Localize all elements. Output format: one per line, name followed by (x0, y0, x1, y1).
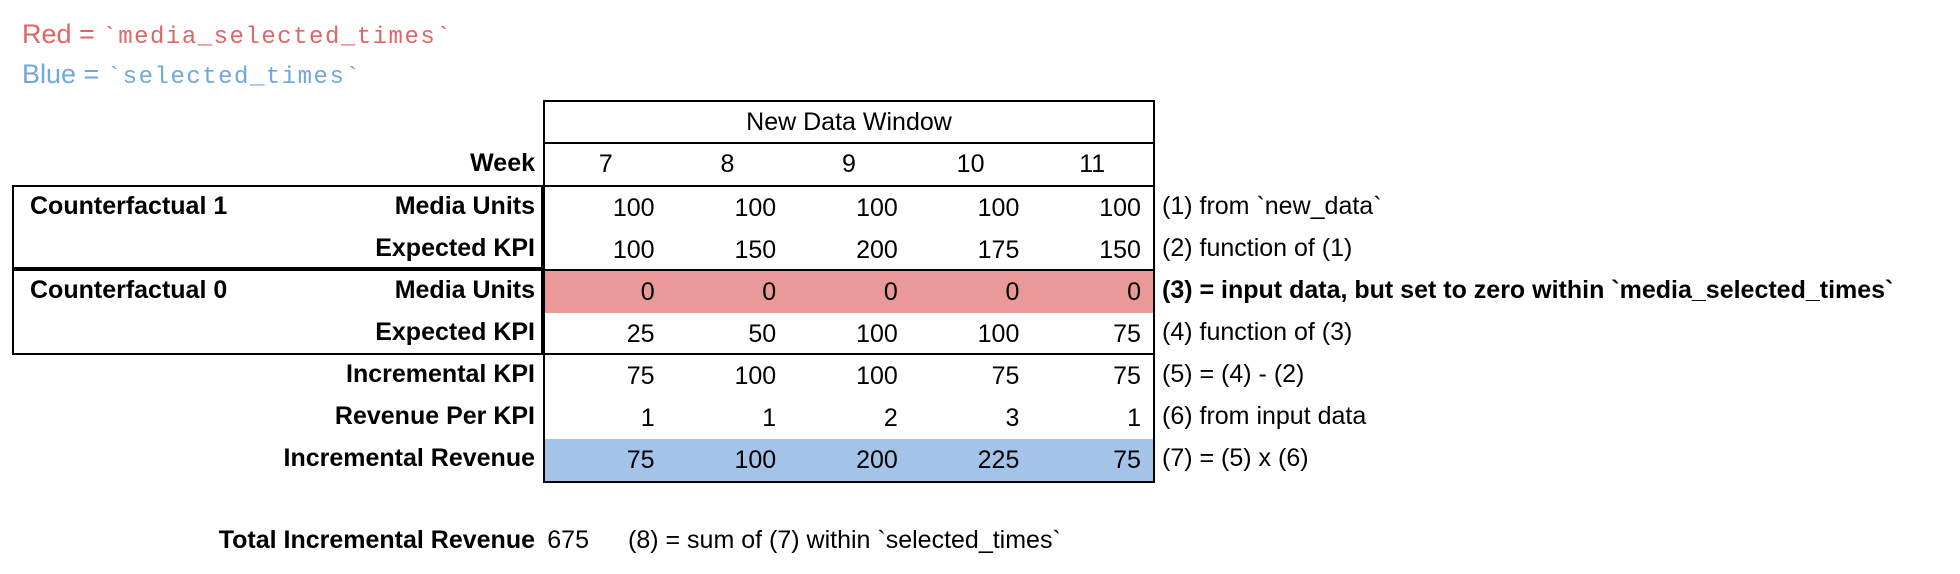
row-label-incremental-kpi: Incremental KPI (346, 360, 535, 388)
table-cell: 1 (1127, 404, 1141, 432)
week-number: 9 (842, 150, 856, 178)
annotation-6: (6) from input data (1162, 402, 1367, 430)
table-cell: 200 (856, 446, 898, 474)
legend-red-name: Red (22, 19, 72, 49)
annotation-4: (4) function of (3) (1162, 318, 1353, 346)
table-cell: 0 (883, 278, 898, 306)
legend-red-equals: = (71, 19, 103, 49)
table-cell: 75 (1113, 446, 1141, 474)
week-number: 8 (720, 150, 735, 178)
table-cell: 0 (1127, 278, 1141, 306)
row-label-expected-kpi-cf0: Expected KPI (375, 318, 535, 346)
table-cell: 100 (977, 194, 1020, 222)
counterfactual-1-box (12, 185, 543, 269)
legend-red-code: `media_selected_times` (102, 24, 453, 51)
table-cell: 0 (1005, 278, 1020, 306)
table-cell: 100 (1099, 194, 1141, 222)
table-cell: 50 (748, 320, 777, 348)
table-cell: 100 (856, 362, 898, 390)
group-label-counterfactual-1: Counterfactual 1 (30, 192, 228, 220)
table-cell: 75 (1113, 362, 1141, 390)
table-row-incremental-kpi: 75 100 100 75 75 (545, 355, 1153, 397)
table-cell: 75 (626, 446, 655, 474)
total-incremental-revenue-value: 675 (547, 526, 589, 554)
table-row-cf0-media-units-highlight-red: 0 0 0 0 0 (545, 271, 1153, 313)
row-label-expected-kpi-cf1: Expected KPI (375, 234, 535, 262)
table-cell: 200 (856, 236, 898, 264)
table-header-row: New Data Window (545, 102, 1153, 144)
week-number: 11 (1079, 150, 1106, 178)
legend-blue-code: `selected_times` (106, 64, 362, 91)
row-label-media-units-cf1: Media Units (394, 192, 535, 220)
table-cell: 2 (883, 404, 898, 432)
table-cell: 175 (977, 236, 1020, 264)
legend-blue-name: Blue (22, 59, 77, 89)
annotation-7: (7) = (5) x (6) (1162, 444, 1309, 472)
table-row-cf1-media-units: 100 100 100 100 100 (545, 187, 1153, 229)
table-row-incremental-revenue-highlight-blue: 75 100 200 225 75 (545, 439, 1153, 481)
table-cell: 100 (856, 194, 898, 222)
table-cell: 100 (734, 362, 777, 390)
annotation-5: (5) = (4) - (2) (1162, 360, 1305, 388)
table-cell: 75 (626, 362, 655, 390)
annotation-2: (2) function of (1) (1162, 234, 1353, 262)
row-label-revenue-per-kpi: Revenue Per KPI (334, 402, 535, 430)
table-cell: 25 (626, 320, 655, 348)
annotation-1: (1) from `new_data` (1162, 192, 1382, 220)
table-row-revenue-per-kpi: 1 1 2 3 1 (545, 397, 1153, 439)
table-row-cf0-expected-kpi: 25 50 100 100 75 (545, 313, 1153, 355)
table-cell: 150 (734, 236, 777, 264)
row-label-media-units-cf0: Media Units (394, 276, 535, 304)
table-cell: 100 (977, 320, 1020, 348)
table-cell: 0 (762, 278, 777, 306)
table-header-title: New Data Window (746, 108, 952, 136)
legend-red-line: Red = `media_selected_times` (22, 14, 452, 54)
table-cell: 0 (640, 278, 655, 306)
table-cell: 100 (612, 236, 655, 264)
group-label-counterfactual-0: Counterfactual 0 (30, 276, 228, 304)
table-row-cf1-expected-kpi: 100 150 200 175 150 (545, 229, 1153, 271)
table-cell: 100 (734, 446, 777, 474)
table-cell: 1 (762, 404, 777, 432)
table-cell: 3 (1005, 404, 1020, 432)
table-cell: 75 (991, 362, 1020, 390)
legend-blue-line: Blue = `selected_times` (22, 54, 452, 94)
table-cell: 150 (1099, 236, 1141, 264)
table-cell: 100 (856, 320, 898, 348)
week-number: 10 (956, 150, 985, 178)
counterfactual-0-box (12, 269, 543, 355)
table-cell: 75 (1113, 320, 1141, 348)
table-cell: 1 (640, 404, 655, 432)
annotation-8: (8) = sum of (7) within `selected_times` (628, 526, 1061, 554)
row-label-incremental-revenue: Incremental Revenue (283, 444, 536, 472)
week-number-row: 7 8 9 10 11 (545, 144, 1153, 187)
total-incremental-revenue-label: Total Incremental Revenue (218, 526, 535, 554)
table-cell: 225 (977, 446, 1020, 474)
color-legend: Red = `media_selected_times` Blue = `sel… (22, 14, 452, 94)
week-number: 7 (598, 150, 613, 178)
annotation-3: (3) = input data, but set to zero within… (1162, 276, 1894, 304)
table-cell: 100 (734, 194, 777, 222)
legend-blue-equals: = (76, 59, 107, 89)
data-table: New Data Window 7 8 9 10 11 100 100 100 … (543, 100, 1155, 483)
week-row-label: Week (470, 149, 535, 177)
table-cell: 100 (612, 194, 655, 222)
